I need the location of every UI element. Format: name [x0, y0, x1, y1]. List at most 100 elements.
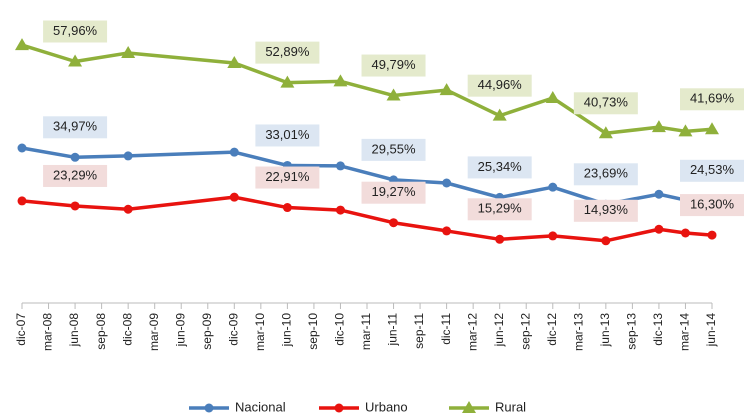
- value-label-bg: [361, 54, 426, 77]
- value-label: 16,30%: [690, 197, 735, 212]
- value-label: 52,89%: [265, 44, 310, 59]
- marker: [598, 126, 613, 139]
- marker: [389, 218, 399, 228]
- x-tick-label: dic-10: [333, 313, 347, 346]
- value-label: 24,53%: [690, 162, 735, 177]
- marker: [70, 152, 80, 162]
- marker: [651, 120, 666, 133]
- value-label: 19,27%: [371, 184, 416, 199]
- legend-label: Nacional: [235, 399, 286, 414]
- x-tick-label: jun-09: [173, 313, 187, 348]
- x-tick-label: mar-12: [465, 313, 479, 351]
- x-tick-label: sep-13: [625, 313, 639, 350]
- marker: [439, 83, 454, 96]
- value-label: 41,69%: [690, 91, 735, 106]
- series-line: [551, 96, 608, 136]
- series-line: [391, 220, 449, 233]
- marker: [70, 201, 80, 211]
- marker: [15, 38, 29, 51]
- series-line: [232, 150, 290, 168]
- marker: [495, 234, 505, 244]
- marker: [68, 54, 83, 67]
- value-label-bg: [467, 74, 532, 97]
- value-label-bg: [43, 20, 108, 43]
- marker: [705, 122, 719, 135]
- marker: [333, 74, 348, 87]
- x-tick-label: dic-12: [545, 313, 559, 346]
- value-label-bg: [573, 199, 638, 222]
- marker: [442, 178, 452, 188]
- value-label-bg: [255, 166, 320, 189]
- value-label-bg: [255, 124, 320, 147]
- x-tick-label: jun-11: [386, 313, 400, 347]
- series-line: [20, 43, 77, 64]
- x-tick-label: mar-11: [359, 313, 373, 350]
- marker: [548, 182, 558, 192]
- x-tick-label: mar-14: [678, 313, 692, 351]
- value-label-bg: [680, 194, 744, 217]
- x-tick-label: dic-13: [651, 313, 665, 346]
- x-tick-label: sep-09: [200, 313, 214, 350]
- x-tick-label: jun-12: [492, 313, 506, 348]
- marker: [548, 231, 558, 241]
- marker: [601, 236, 611, 246]
- x-tick-label: dic-08: [120, 313, 134, 346]
- series-line: [338, 164, 396, 182]
- series-line: [73, 154, 130, 160]
- marker: [123, 151, 133, 161]
- marker: [335, 205, 345, 215]
- series-line: [391, 178, 449, 185]
- value-label-bg: [467, 198, 532, 221]
- marker: [386, 88, 401, 101]
- value-label: 57,96%: [53, 23, 98, 38]
- marker: [227, 56, 242, 68]
- marker: [680, 228, 690, 238]
- series-line: [444, 181, 502, 200]
- x-tick-label: jun-13: [598, 313, 612, 348]
- marker: [545, 91, 560, 103]
- series-line: [338, 79, 396, 98]
- value-label-bg: [680, 88, 744, 111]
- value-label-bg: [361, 138, 426, 161]
- series-line: [444, 229, 502, 242]
- x-tick-label: mar-09: [147, 313, 161, 351]
- marker: [492, 108, 507, 121]
- series-line: [232, 195, 290, 210]
- legend-marker: [334, 403, 344, 413]
- marker: [654, 189, 664, 199]
- marker: [280, 75, 295, 88]
- marker: [229, 147, 239, 157]
- marker: [17, 143, 27, 153]
- value-label-bg: [680, 159, 744, 182]
- x-tick-label: mar-13: [571, 313, 585, 351]
- value-label: 23,29%: [53, 167, 98, 182]
- marker: [442, 226, 452, 236]
- series-line: [497, 96, 555, 118]
- value-label: 22,91%: [265, 169, 310, 184]
- value-label-bg: [255, 41, 320, 64]
- x-tick-label: sep-11: [412, 313, 426, 349]
- series-line: [73, 51, 130, 64]
- legend-marker: [204, 403, 214, 413]
- x-tick-label: sep-12: [518, 313, 532, 350]
- marker: [654, 224, 664, 234]
- value-label: 29,55%: [371, 141, 416, 156]
- value-label: 49,79%: [371, 57, 416, 72]
- marker: [121, 46, 136, 58]
- marker: [17, 196, 27, 206]
- series-line: [126, 195, 237, 211]
- series-line: [285, 79, 343, 85]
- marker: [123, 204, 133, 214]
- x-tick-label: dic-09: [226, 313, 240, 346]
- value-label-bg: [43, 164, 108, 187]
- series-line: [232, 61, 290, 85]
- value-label: 44,96%: [478, 77, 523, 92]
- series-line: [126, 150, 237, 158]
- value-label: 40,73%: [584, 95, 629, 110]
- value-label-bg: [467, 156, 532, 179]
- series-line: [391, 88, 449, 98]
- legend-label: Rural: [495, 399, 526, 414]
- x-tick-label: mar-08: [41, 313, 55, 351]
- legend-label: Urbano: [365, 399, 408, 414]
